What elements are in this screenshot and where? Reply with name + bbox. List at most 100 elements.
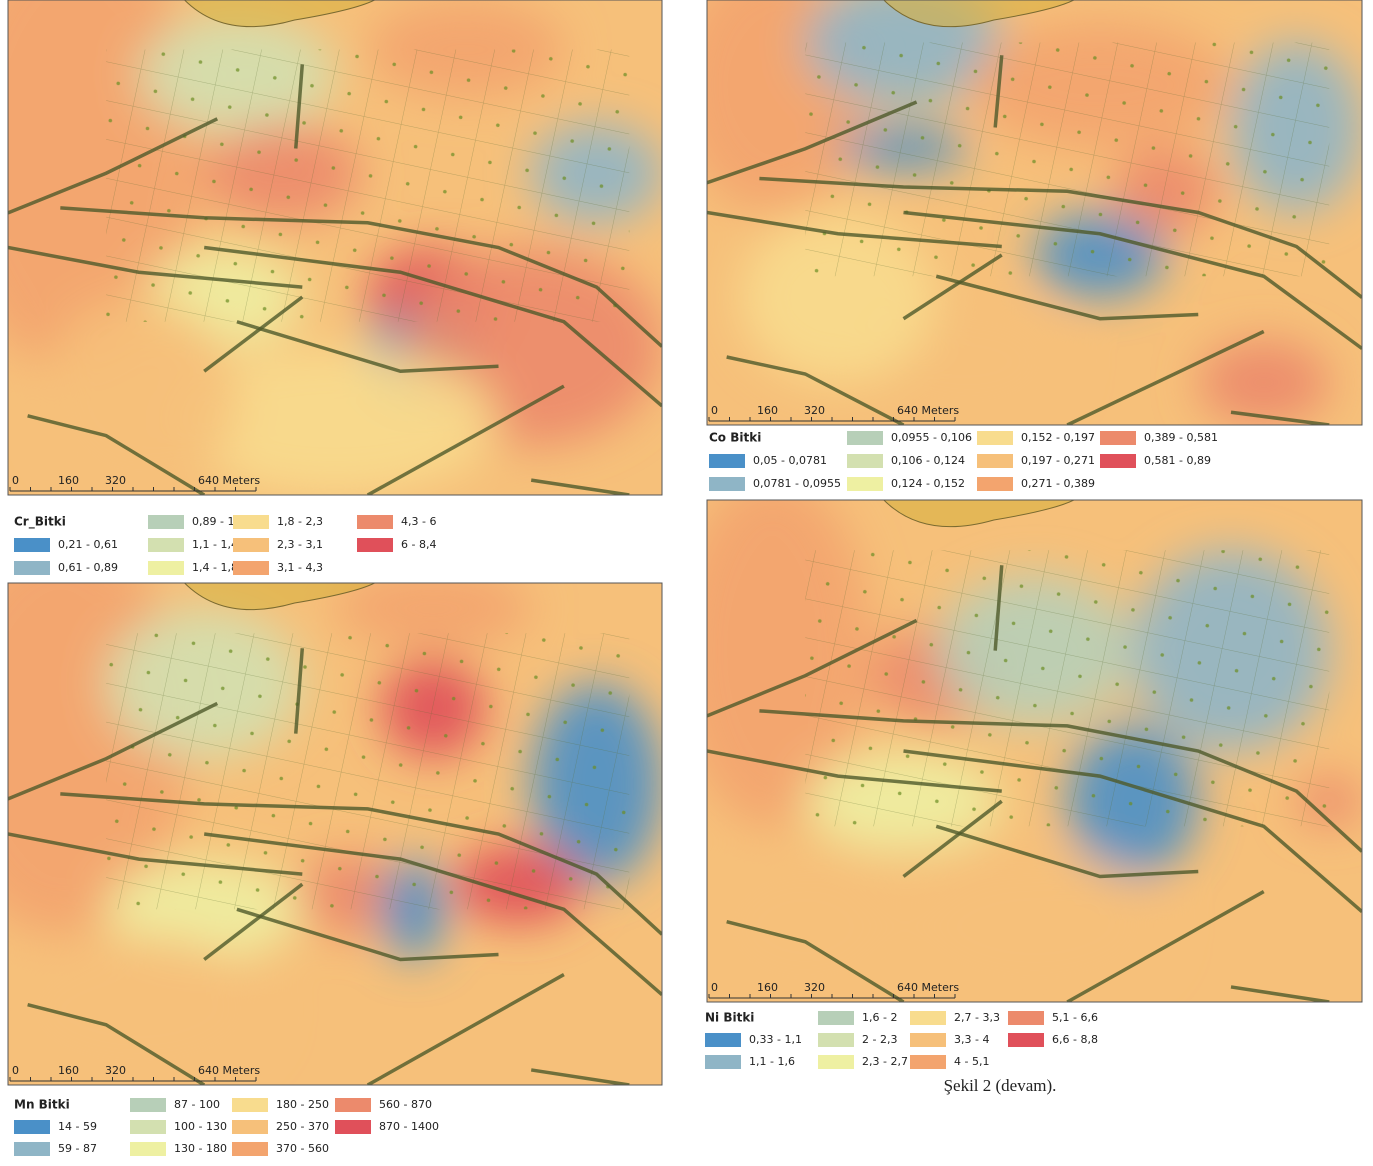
legend-swatch bbox=[233, 515, 269, 529]
legend-swatch bbox=[130, 1120, 166, 1134]
legend-label: 180 - 250 bbox=[276, 1098, 329, 1111]
legend-swatch bbox=[977, 431, 1013, 445]
sample-grid bbox=[106, 50, 629, 322]
legend-label: 0,271 - 0,389 bbox=[1021, 477, 1095, 490]
legend-label: 0,581 - 0,89 bbox=[1144, 454, 1211, 467]
legend-label: 2,7 - 3,3 bbox=[954, 1011, 1000, 1024]
legend-swatch bbox=[233, 561, 269, 575]
scale-label: 320 bbox=[804, 981, 825, 994]
scale-label: 160 bbox=[58, 1064, 79, 1077]
legend-swatch bbox=[847, 477, 883, 491]
scale-label: 640 Meters bbox=[198, 1064, 260, 1077]
legend-swatch bbox=[130, 1098, 166, 1112]
legend-swatch bbox=[335, 1098, 371, 1112]
legend-swatch bbox=[130, 1142, 166, 1156]
figure: Şekil 2 (devam). 0160320640 MetersCr_Bit… bbox=[0, 0, 1373, 1162]
legend-label: 0,197 - 0,271 bbox=[1021, 454, 1095, 467]
legend-label: 1,4 - 1,8 bbox=[192, 561, 238, 574]
sample-grid bbox=[805, 43, 1329, 277]
page: Şekil 2 (devam). 0160320640 MetersCr_Bit… bbox=[0, 0, 1373, 1166]
scale-label: 640 Meters bbox=[198, 474, 260, 487]
legend-label: 370 - 560 bbox=[276, 1142, 329, 1155]
legend-label: 1,1 - 1,6 bbox=[749, 1055, 795, 1068]
scale-label: 160 bbox=[757, 404, 778, 417]
legend-label: 4 - 5,1 bbox=[954, 1055, 989, 1068]
heat-blob bbox=[41, 297, 237, 495]
legend-label: 130 - 180 bbox=[174, 1142, 227, 1155]
scale-label: 0 bbox=[12, 1064, 19, 1077]
legend-label: 0,33 - 1,1 bbox=[749, 1033, 802, 1046]
legend-swatch bbox=[148, 515, 184, 529]
legend-label: 2 - 2,3 bbox=[862, 1033, 897, 1046]
legend-label: 59 - 87 bbox=[58, 1142, 97, 1155]
legend-label: 3,1 - 4,3 bbox=[277, 561, 323, 574]
legend-swatch bbox=[233, 538, 269, 552]
legend-label: 250 - 370 bbox=[276, 1120, 329, 1133]
legend-swatch bbox=[818, 1011, 854, 1025]
legend-swatch bbox=[1100, 431, 1136, 445]
legend-swatch bbox=[14, 538, 50, 552]
legend-swatch bbox=[847, 454, 883, 468]
scale-label: 640 Meters bbox=[897, 981, 959, 994]
legend-swatch bbox=[818, 1033, 854, 1047]
legend-swatch bbox=[705, 1055, 741, 1069]
sample-grid bbox=[106, 633, 629, 909]
legend-swatch bbox=[232, 1098, 268, 1112]
legend-label: 3,3 - 4 bbox=[954, 1033, 989, 1046]
legend-swatch bbox=[1008, 1011, 1044, 1025]
legend-label: 2,3 - 2,7 bbox=[862, 1055, 908, 1068]
legend-label: 1,8 - 2,3 bbox=[277, 515, 323, 528]
legend-label: 0,124 - 0,152 bbox=[891, 477, 965, 490]
legend-swatch bbox=[709, 477, 745, 491]
legend-label: 0,05 - 0,0781 bbox=[753, 454, 827, 467]
legend-label: 560 - 870 bbox=[379, 1098, 432, 1111]
legend-label: 2,3 - 3,1 bbox=[277, 538, 323, 551]
scale-label: 0 bbox=[711, 404, 718, 417]
legend-swatch bbox=[232, 1142, 268, 1156]
legend-swatch bbox=[709, 454, 745, 468]
legend-swatch bbox=[14, 1120, 50, 1134]
legend-swatch bbox=[148, 538, 184, 552]
legend-label: 0,152 - 0,197 bbox=[1021, 431, 1095, 444]
legend-swatch bbox=[977, 477, 1013, 491]
legend-label: 0,61 - 0,89 bbox=[58, 561, 118, 574]
legend-swatch bbox=[910, 1011, 946, 1025]
legend-swatch bbox=[148, 561, 184, 575]
scale-label: 320 bbox=[105, 1064, 126, 1077]
legend-swatch bbox=[335, 1120, 371, 1134]
legend-label: 1,1 - 1,4 bbox=[192, 538, 238, 551]
scale-label: 0 bbox=[711, 981, 718, 994]
map bbox=[0, 533, 662, 1085]
legend-swatch bbox=[705, 1033, 741, 1047]
legend-label: 14 - 59 bbox=[58, 1120, 97, 1133]
map bbox=[674, 475, 1362, 1002]
legend-label: 0,0955 - 0,106 bbox=[891, 431, 972, 444]
legend-swatch bbox=[977, 454, 1013, 468]
scale-label: 160 bbox=[757, 981, 778, 994]
legend-title: Ni Bitki bbox=[705, 1011, 754, 1025]
legend-swatch bbox=[14, 1142, 50, 1156]
scale-label: 0 bbox=[12, 474, 19, 487]
legend-label: 1,6 - 2 bbox=[862, 1011, 897, 1024]
legend-swatch bbox=[818, 1055, 854, 1069]
legend-title: Mn Bitki bbox=[14, 1098, 70, 1112]
map bbox=[0, 0, 662, 495]
legend-title: Cr_Bitki bbox=[14, 515, 66, 530]
map-panel: 0 160 320 640 Meters Mn Bitki 14 - 59 59 - 87 8… bbox=[0, 533, 662, 1156]
legend-swatch bbox=[910, 1055, 946, 1069]
map bbox=[674, 0, 1362, 425]
legend-label: 0,21 - 0,61 bbox=[58, 538, 118, 551]
legend-label: 0,389 - 0,581 bbox=[1144, 431, 1218, 444]
sample-grid bbox=[805, 550, 1329, 826]
legend-label: 5,1 - 6,6 bbox=[1052, 1011, 1098, 1024]
legend-swatch bbox=[357, 515, 393, 529]
legend-label: 6,6 - 8,8 bbox=[1052, 1033, 1098, 1046]
legend-swatch bbox=[1008, 1033, 1044, 1047]
legend-swatch bbox=[14, 561, 50, 575]
legend-label: 87 - 100 bbox=[174, 1098, 220, 1111]
legend-swatch bbox=[910, 1033, 946, 1047]
scale-label: 640 Meters bbox=[897, 404, 959, 417]
map-panel: 0 160 320 640 Meters Ni Bitki 0,33 - 1,1 1,1 -… bbox=[674, 475, 1362, 1069]
